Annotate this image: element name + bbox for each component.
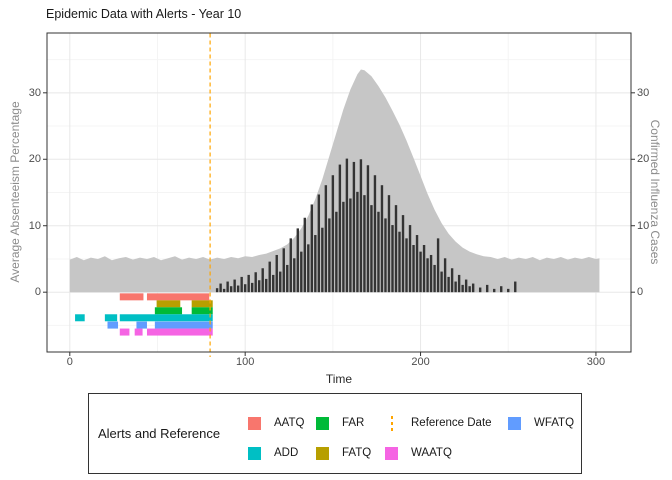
legend-label: WAATQ (411, 447, 452, 459)
alert-tiles-WAATQ (119, 328, 213, 336)
reference-date-key-icon (390, 416, 393, 431)
y-right-tick-label: 10 (637, 219, 650, 232)
legend-box: Alerts and Reference AATQ ADD FAR FATQ Refer… (88, 393, 582, 474)
x-axis-title: Time (325, 372, 353, 386)
chart-title: Epidemic Data with Alerts - Year 10 (46, 7, 242, 21)
panel-border (46, 32, 632, 353)
absenteeism-area (69, 69, 600, 293)
alert-tiles-ADD (75, 314, 213, 322)
x-tick-label: 0 (66, 356, 73, 368)
legend-label: AATQ (274, 417, 305, 429)
legend-swatch-waatq (385, 447, 398, 460)
y-axis-title-left: Average Absenteeism Percentage (8, 101, 22, 283)
influenza-bars (215, 158, 517, 293)
legend-label: Reference Date (411, 417, 492, 429)
legend-label: WFATQ (534, 417, 575, 429)
legend-title: Alerts and Reference (98, 426, 221, 441)
y-right-tick-label: 30 (637, 86, 650, 99)
y-left-tick-label: 20 (28, 153, 41, 166)
y-left-tick-label: 10 (28, 219, 41, 232)
legend-swatch-wfatq (508, 417, 521, 430)
y-axis-title-right: Confirmed Influenza Cases (648, 119, 662, 265)
y-left-tick-label: 30 (28, 86, 41, 99)
legend-label: FATQ (342, 447, 372, 459)
y-right-tick-label: 0 (637, 286, 644, 299)
legend-swatch-far (316, 417, 329, 430)
legend-swatch-aatq (248, 417, 261, 430)
alert-tiles-AATQ (119, 293, 210, 301)
alert-tiles-WFATQ (107, 321, 213, 329)
x-tick-label: 100 (235, 356, 255, 368)
legend-label: ADD (274, 447, 299, 459)
y-right-tick-label: 20 (637, 153, 650, 166)
legend-swatch-add (248, 447, 261, 460)
axis-tick-marks (43, 92, 635, 356)
y-left-tick-label: 0 (34, 286, 41, 299)
x-tick-label: 300 (586, 356, 606, 368)
alert-tiles-FAR (154, 307, 213, 315)
legend-swatch-fatq (316, 447, 329, 460)
alert-tiles-FATQ (156, 300, 213, 308)
legend-label: FAR (342, 417, 365, 429)
x-tick-label: 200 (411, 356, 430, 368)
